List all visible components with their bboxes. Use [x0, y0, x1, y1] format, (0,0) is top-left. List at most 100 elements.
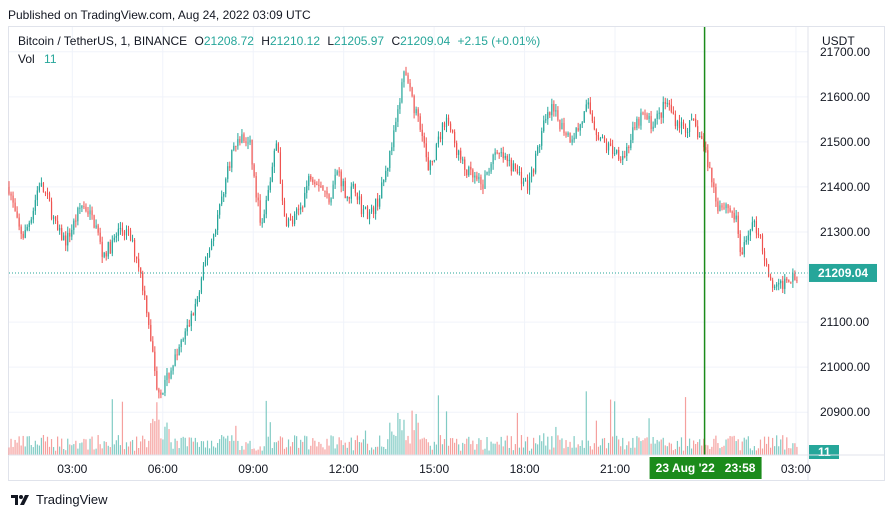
volume-bar	[417, 422, 419, 455]
candle-body	[640, 112, 642, 126]
volume-bar	[506, 435, 508, 455]
volume-bar	[591, 449, 593, 455]
volume-bar	[500, 436, 502, 455]
volume-bar	[300, 439, 302, 455]
candle-body	[769, 276, 772, 281]
candle-body	[735, 215, 737, 220]
volume-label: Vol	[18, 52, 35, 66]
candle-body	[725, 204, 727, 209]
volume-bar	[441, 444, 444, 455]
candle-body	[202, 265, 205, 279]
volume-bar	[287, 439, 290, 455]
candle-body	[514, 163, 516, 170]
candle-body	[61, 228, 63, 241]
candle-body	[506, 155, 508, 161]
volume-bar	[439, 435, 442, 455]
volume-bar	[745, 439, 747, 455]
candle-body	[383, 180, 385, 183]
volume-bar	[38, 445, 40, 455]
volume-bar	[71, 445, 73, 455]
candle-body	[624, 156, 626, 158]
candle-body	[259, 200, 261, 223]
candle-body	[727, 204, 729, 209]
candle-body	[8, 186, 10, 194]
volume-bar	[415, 413, 417, 455]
volume-bar	[215, 447, 217, 455]
candle-body	[599, 138, 602, 140]
candle-body	[774, 286, 776, 288]
volume-bar	[504, 440, 506, 455]
price-tick-label: 21600.00	[820, 90, 870, 104]
volume-bar	[111, 399, 113, 455]
candle-body	[549, 112, 551, 116]
candle-body	[109, 242, 111, 254]
candle-body	[510, 159, 512, 172]
candle-body	[273, 150, 275, 167]
volume-bar	[40, 437, 43, 455]
volume-bar	[490, 441, 492, 455]
volume-bar	[484, 448, 486, 455]
change-value: +2.15 (+0.01%)	[457, 34, 541, 48]
volume-bar	[164, 426, 166, 455]
volume-bar	[622, 437, 624, 455]
volume-bar	[117, 435, 119, 455]
volume-bar	[109, 447, 111, 455]
volume-bar	[630, 447, 632, 455]
candle-body	[44, 192, 47, 194]
volume-bar	[150, 423, 152, 455]
volume-bar	[470, 444, 472, 455]
candle-body	[691, 118, 693, 121]
candle-body	[101, 241, 103, 257]
candle-body	[46, 193, 49, 195]
candle-body	[411, 87, 413, 96]
volume-bar	[425, 439, 427, 455]
volume-bar	[464, 443, 466, 455]
candle-body	[364, 206, 367, 210]
volume-bar	[405, 440, 407, 455]
volume-bar	[774, 446, 776, 455]
tradingview-logo-icon	[11, 494, 29, 505]
volume-bar	[152, 418, 154, 455]
volume-bar	[61, 438, 63, 455]
candle-body	[342, 181, 344, 187]
volume-bar	[65, 450, 67, 455]
volume-bar	[577, 444, 579, 455]
candle-body	[537, 146, 539, 154]
volume-bar	[322, 447, 324, 455]
volume-bar	[46, 436, 49, 455]
candle-body	[26, 226, 28, 231]
candle-body	[81, 206, 83, 208]
volume-bar	[784, 449, 786, 455]
volume-bar	[472, 440, 474, 455]
volume-bar	[749, 448, 751, 455]
volume-bar	[421, 438, 423, 455]
candle-body	[502, 152, 504, 159]
candle-body	[575, 128, 577, 138]
volume-bar	[389, 422, 391, 455]
candle-body	[405, 71, 407, 76]
volume-bar	[654, 443, 656, 455]
candle-body	[666, 102, 668, 104]
volume-bar	[454, 442, 456, 455]
volume-bar	[188, 437, 190, 455]
volume-bar	[695, 443, 697, 455]
volume-bar	[765, 443, 768, 455]
candle-body	[136, 256, 138, 259]
candle-body	[138, 258, 140, 268]
candle-body	[73, 220, 75, 230]
volume-bar	[247, 443, 249, 455]
volume-bar	[776, 435, 778, 455]
candle-body	[249, 139, 251, 143]
volume-bar	[168, 429, 170, 455]
candle-body	[52, 216, 55, 219]
volume-bar	[733, 435, 735, 455]
volume-bar	[16, 442, 18, 455]
volume-bar	[755, 450, 758, 455]
volume-bar	[368, 450, 371, 455]
candle-body	[713, 182, 715, 188]
candle-body	[630, 139, 632, 148]
volume-bar	[494, 443, 496, 455]
volume-bar	[697, 442, 699, 455]
volume-bar	[131, 439, 134, 455]
